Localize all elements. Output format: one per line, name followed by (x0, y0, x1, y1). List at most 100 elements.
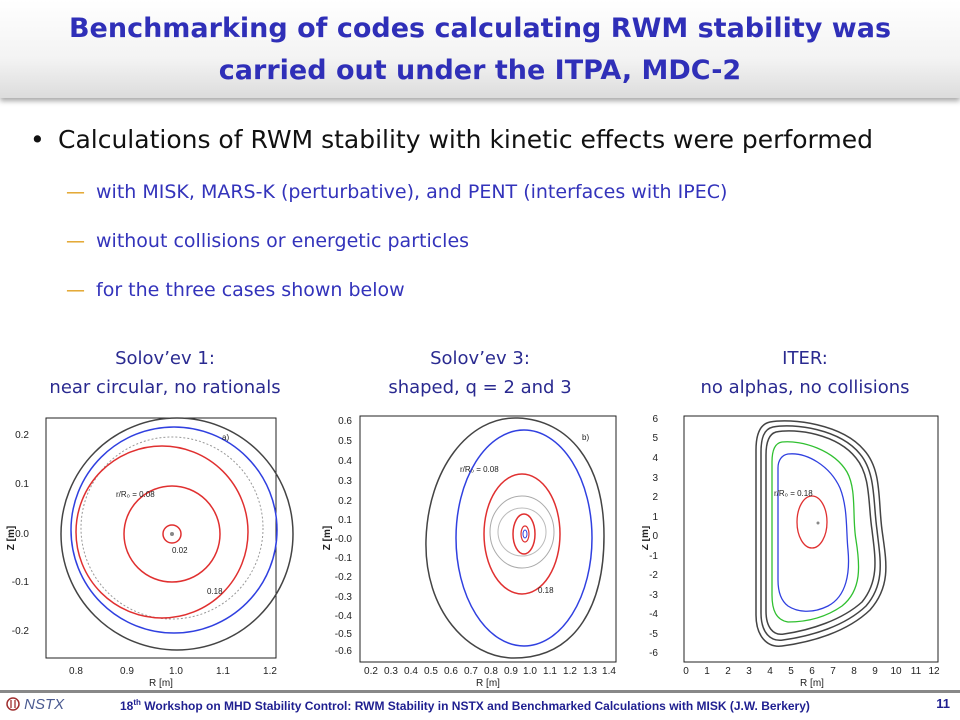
plot-2-yticks: 0.6 0.5 0.4 0.3 0.2 0.1 -0.0 -0.1 -0.2 -… (335, 416, 353, 657)
plot-2-xtick: 0.6 (444, 666, 458, 677)
plot-1-axis-dot (170, 532, 174, 536)
plot-2-ytick: -0.5 (335, 629, 353, 640)
caption-solovev-1: Solov’ev 1: near circular, no rationals (20, 344, 310, 402)
plot-2-wall (425, 417, 605, 659)
plot-2-frame (359, 415, 617, 663)
plot-3-xtick: 7 (830, 666, 836, 677)
footer-text: 18th Workshop on MHD Stability Control: … (120, 698, 810, 713)
slide-title: Benchmarking of codes calculating RWM st… (20, 8, 940, 92)
plot-1-red-mid (123, 485, 221, 583)
plot-2-blue-contour (455, 429, 593, 647)
plot-3-xtick: 6 (809, 666, 815, 677)
plot-1-ytick: -0.1 (12, 577, 30, 588)
plot-1-xtick: 1.2 (263, 666, 277, 677)
plot-3-ylabel: Z [m] (642, 526, 651, 550)
plot-2-ylabel: Z [m] (322, 526, 333, 550)
plot-3-xtick: 2 (725, 666, 731, 677)
plot-2-xlabel: R [m] (476, 678, 500, 688)
plot-2-xtick: 0.2 (364, 666, 378, 677)
plot-2-red-inner (520, 525, 530, 543)
plot-1-xtick: 0.8 (69, 666, 83, 677)
plot-3-xtick: 10 (890, 666, 902, 677)
plot-2-xtick: 1.0 (523, 666, 537, 677)
plot-2-xtick: 1.3 (583, 666, 597, 677)
bullet-dot: • (30, 125, 45, 154)
caption-solovev-3: Solov’ev 3: shaped, q = 2 and 3 (340, 344, 620, 402)
plot-2-ytick: -0.0 (335, 534, 353, 545)
sub-bullet-3: — for the three cases shown below (66, 279, 405, 301)
plot-2-ytick: 0.6 (338, 416, 352, 427)
plot-3-ytick: 5 (652, 433, 658, 444)
plot-1-ytick: 0.1 (15, 479, 29, 490)
plot-2-annotation-018: 0.18 (538, 586, 554, 595)
footer-divider (0, 690, 960, 693)
plot-solovev-3: b) r/R₀ = 0.08 0.18 0.6 0.5 0.4 0.3 0.2 … (322, 415, 617, 688)
plot-2-gray-1 (489, 495, 555, 569)
plot-3-xtick: 3 (746, 666, 752, 677)
page-number: 11 (936, 696, 950, 711)
plot-3-xtick: 5 (788, 666, 794, 677)
plot-1-blue-contour (70, 426, 278, 634)
plot-1-xtick: 1.0 (169, 666, 183, 677)
plot-2-xtick: 1.4 (602, 666, 616, 677)
plot-3-wall-outer (755, 420, 887, 647)
plot-3-ytick: -4 (649, 609, 658, 620)
plot-1-wall (60, 417, 294, 651)
plot-2-ytick: -0.4 (335, 611, 353, 622)
caption-2-line-2: shaped, q = 2 and 3 (388, 377, 572, 398)
plot-3-yticks: 6 5 4 3 2 1 0 -1 -2 -3 -4 -5 -6 (649, 414, 658, 659)
plot-1-annotation-018: 0.18 (207, 587, 223, 596)
sub-bullet-2: — without collisions or energetic particl… (66, 230, 469, 252)
caption-3-line-2: no alphas, no collisions (700, 377, 910, 398)
plot-3-xtick: 1 (704, 666, 710, 677)
plot-3-green-contour (771, 441, 860, 623)
footer-text-body: Workshop on MHD Stability Control: RWM S… (140, 699, 810, 713)
plot-2-ytick: -0.2 (335, 572, 353, 583)
nstx-logo-icon (6, 697, 20, 711)
dash-3: — (66, 279, 85, 301)
plot-1-ytick: -0.2 (12, 626, 30, 637)
plot-2-xtick: 0.8 (484, 666, 498, 677)
plot-2-blue-inner (522, 529, 528, 539)
footer-text-number: 18 (120, 699, 134, 713)
plot-1-annotation-002: 0.02 (172, 546, 188, 555)
plot-1-xlabel: R [m] (149, 678, 173, 688)
plot-1-red-outer (75, 445, 249, 619)
plot-3-xtick: 12 (928, 666, 940, 677)
plot-2-ytick: 0.1 (338, 515, 352, 526)
plot-2-xticks: 0.2 0.3 0.4 0.5 0.6 0.7 0.8 0.9 1.0 1.1 … (364, 666, 616, 677)
plot-3-ytick: 1 (652, 512, 658, 523)
plot-3-ytick: 6 (652, 414, 658, 425)
plot-3-xlabel: R [m] (800, 678, 824, 688)
plot-1-panel-label: a) (222, 433, 229, 442)
plot-3-axis-dot (816, 521, 820, 525)
plot-solovev-1: a) r/R₀ = 0.08 0.02 0.18 0.2 0.1 0.0 -0.… (6, 417, 294, 688)
plot-2-red-outer (483, 473, 561, 595)
dash-1: — (66, 181, 85, 203)
plot-3-ytick: -5 (649, 629, 658, 640)
caption-3-line-1: ITER: (782, 348, 828, 369)
plot-3-xtick: 9 (872, 666, 878, 677)
plot-2-ytick: -0.6 (335, 646, 353, 657)
plot-3-ytick: 2 (652, 492, 658, 503)
plot-2-xtick: 0.5 (424, 666, 438, 677)
sub-bullet-text-2: without collisions or energetic particle… (96, 230, 470, 252)
plot-3-ytick: -6 (649, 648, 658, 659)
sub-bullet-1: — with MISK, MARS-K (perturbative), and P… (66, 181, 727, 203)
nstx-logo-text: NSTX (24, 696, 65, 713)
plot-2-xtick: 0.7 (464, 666, 478, 677)
plot-2-ytick: -0.1 (335, 553, 353, 564)
plot-2-ytick: 0.4 (338, 456, 352, 467)
plot-2-xtick: 0.3 (384, 666, 398, 677)
plot-1-annotation-rR: r/R₀ = 0.08 (116, 490, 155, 499)
plot-1-red-inner (162, 524, 182, 544)
plot-3-xticks: 0 1 2 3 4 5 6 7 8 9 10 11 12 (683, 666, 940, 677)
plot-3-wall-inner (765, 430, 876, 635)
title-line-2: carried out under the ITPA, MDC-2 (218, 55, 742, 86)
plot-3-xtick: 0 (683, 666, 689, 677)
plot-1-xtick: 0.9 (120, 666, 134, 677)
caption-1-line-1: Solov’ev 1: (115, 348, 215, 369)
plot-3-ytick: -3 (649, 590, 658, 601)
nstx-logo: NSTX (6, 696, 64, 713)
plot-3-xtick: 11 (911, 666, 922, 677)
